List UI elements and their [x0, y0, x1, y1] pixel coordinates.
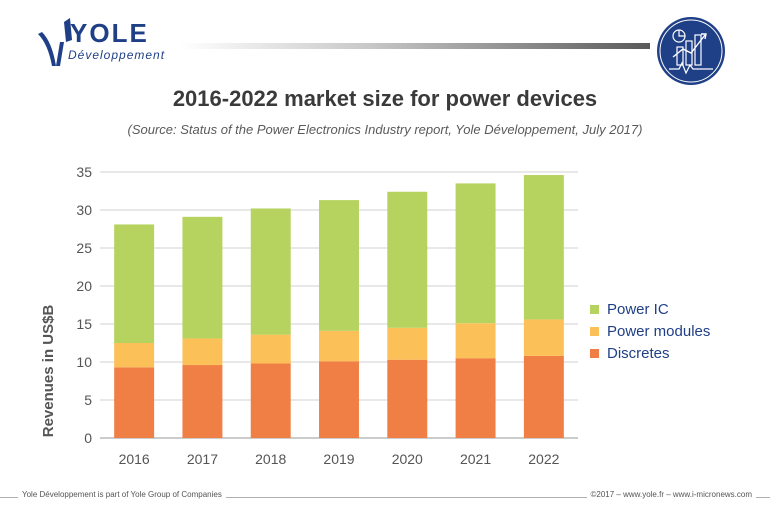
footer-right-text: ©2017 – www.yole.fr – www.i-micronews.co… [586, 490, 756, 499]
header-divider [180, 43, 650, 49]
legend-label: Power IC [607, 300, 669, 318]
y-tick-label: 30 [76, 202, 92, 218]
y-tick-label: 20 [76, 278, 92, 294]
bar-discretes-2019 [319, 361, 359, 438]
bar-power-modules-2022 [523, 319, 564, 356]
footer-divider [0, 497, 770, 498]
page-subtitle: (Source: Status of the Power Electronics… [127, 122, 643, 137]
bar-power-modules-2019 [319, 330, 359, 362]
y-tick-label: 15 [76, 316, 92, 332]
y-tick-label: 35 [76, 164, 92, 180]
page-title: 2016-2022 market size for power devices [172, 86, 598, 111]
legend-label: Discretes [607, 344, 670, 362]
x-tick-label: 2022 [528, 451, 559, 467]
yole-logo [38, 18, 72, 66]
bar-power-modules-2017 [182, 338, 223, 366]
footer-left-text: Yole Développement is part of Yole Group… [18, 490, 226, 499]
x-tick-label: 2021 [460, 451, 491, 467]
bar-power-ic-2020 [387, 191, 428, 328]
bar-discretes-2017 [182, 365, 223, 438]
y-tick-label: 10 [76, 354, 92, 370]
legend-item-power-modules: Power modules [590, 320, 710, 342]
x-tick-label: 2019 [323, 451, 354, 467]
x-tick-label: 2020 [392, 451, 423, 467]
brand-sub: Développement [68, 48, 166, 62]
bar-power-modules-2020 [387, 327, 428, 360]
legend-label: Power modules [607, 322, 711, 340]
x-tick-label: 2018 [255, 451, 286, 467]
bar-power-ic-2017 [182, 216, 223, 339]
bar-power-modules-2018 [250, 334, 291, 364]
x-tick-label: 2016 [119, 451, 150, 467]
bars [114, 175, 564, 438]
y-tick-labels: 0 5 10 15 20 25 30 35 [76, 164, 92, 446]
bar-discretes-2020 [387, 359, 428, 438]
x-tick-label: 2017 [187, 451, 218, 467]
bar-discretes-2022 [523, 355, 564, 438]
y-tick-label: 25 [76, 240, 92, 256]
market-size-chart: 2016 2017 2018 2019 2020 2021 2022 0 5 10 15 20 25 3… [40, 164, 578, 467]
legend-swatch [590, 326, 599, 336]
brand-name: YOLE [70, 18, 149, 48]
bar-discretes-2016 [114, 367, 155, 438]
bar-power-ic-2022 [523, 175, 564, 320]
bar-discretes-2018 [250, 363, 291, 438]
legend-item-power-ic: Power IC [590, 298, 710, 320]
legend-item-discretes: Discretes [590, 342, 710, 364]
bar-power-modules-2016 [114, 343, 155, 368]
y-tick-label: 5 [84, 392, 92, 408]
legend-swatch [590, 304, 599, 314]
bar-power-ic-2018 [250, 208, 291, 335]
bar-discretes-2021 [455, 358, 496, 438]
bar-power-ic-2016 [114, 224, 155, 343]
y-axis-label: Revenues in US$B [40, 305, 57, 438]
bar-power-ic-2019 [319, 200, 359, 331]
legend-swatch [590, 348, 599, 358]
market-badge-icon [657, 17, 725, 85]
x-tick-labels: 2016 2017 2018 2019 2020 2021 2022 [119, 451, 560, 467]
bar-power-modules-2021 [455, 323, 496, 359]
y-tick-label: 0 [84, 430, 92, 446]
bar-power-ic-2021 [455, 183, 496, 324]
chart-legend: Power IC Power modules Discretes [590, 298, 710, 364]
